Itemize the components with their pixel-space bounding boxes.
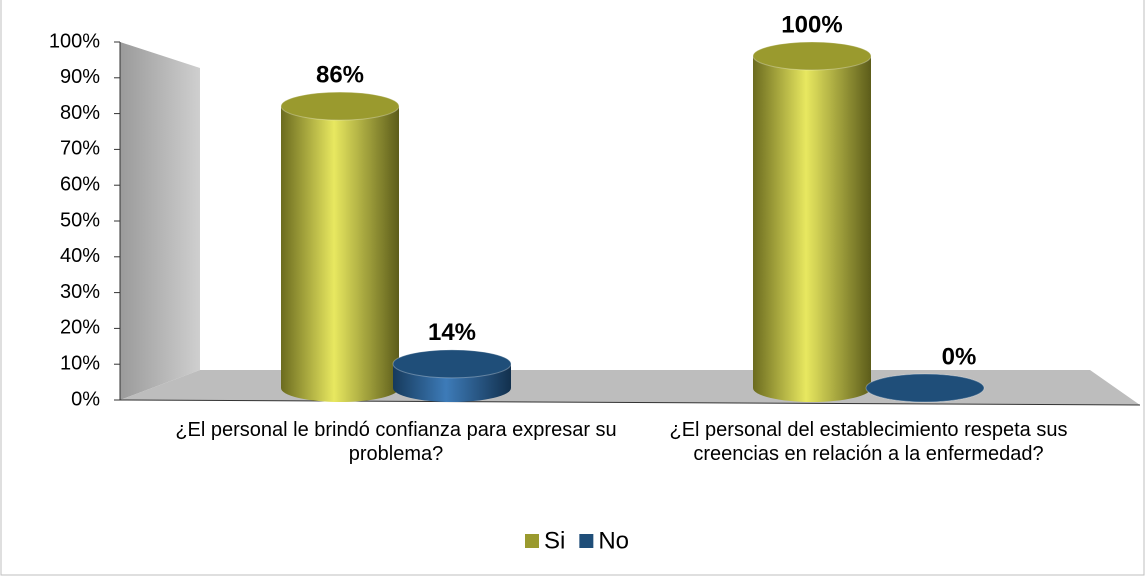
x-tick-label: ¿El personal le brindó confianza para ex… bbox=[175, 419, 617, 465]
value-label: 86% bbox=[316, 61, 364, 88]
y-tick-label: 60% bbox=[60, 173, 100, 195]
y-tick-label: 20% bbox=[60, 317, 100, 339]
y-tick-label: 80% bbox=[60, 102, 100, 124]
value-label: 100% bbox=[781, 11, 842, 38]
bar-top bbox=[752, 41, 872, 71]
legend-label: No bbox=[598, 527, 629, 554]
floor bbox=[120, 370, 1140, 405]
bar-body bbox=[281, 106, 399, 389]
y-tick-label: 0% bbox=[71, 388, 100, 410]
bar bbox=[392, 349, 512, 402]
y-tick-label: 100% bbox=[49, 30, 100, 52]
legend-label: Si bbox=[544, 527, 565, 554]
bar-bottom bbox=[281, 374, 399, 402]
bar-top bbox=[865, 373, 985, 403]
y-tick-label: 50% bbox=[60, 209, 100, 231]
y-tick-label: 70% bbox=[60, 138, 100, 160]
x-axis bbox=[119, 399, 1141, 406]
bar bbox=[865, 373, 985, 403]
bar-top bbox=[280, 91, 400, 121]
y-tick-label: 30% bbox=[60, 281, 100, 303]
value-label: 0% bbox=[942, 343, 977, 370]
x-tick-label: ¿El personal del establecimiento respeta… bbox=[669, 419, 1068, 465]
bar-bottom bbox=[753, 374, 871, 402]
value-label: 14% bbox=[428, 319, 476, 346]
bar bbox=[280, 91, 400, 402]
side-wall bbox=[120, 42, 200, 400]
bar bbox=[752, 41, 872, 402]
y-tick-label: 90% bbox=[60, 66, 100, 88]
y-tick-label: 10% bbox=[60, 352, 100, 374]
bar-bottom bbox=[393, 374, 511, 402]
bar-top bbox=[392, 349, 512, 379]
legend-swatch bbox=[525, 534, 539, 548]
y-tick-label: 40% bbox=[60, 245, 100, 267]
bar-body bbox=[753, 56, 871, 388]
legend-swatch bbox=[579, 534, 594, 548]
